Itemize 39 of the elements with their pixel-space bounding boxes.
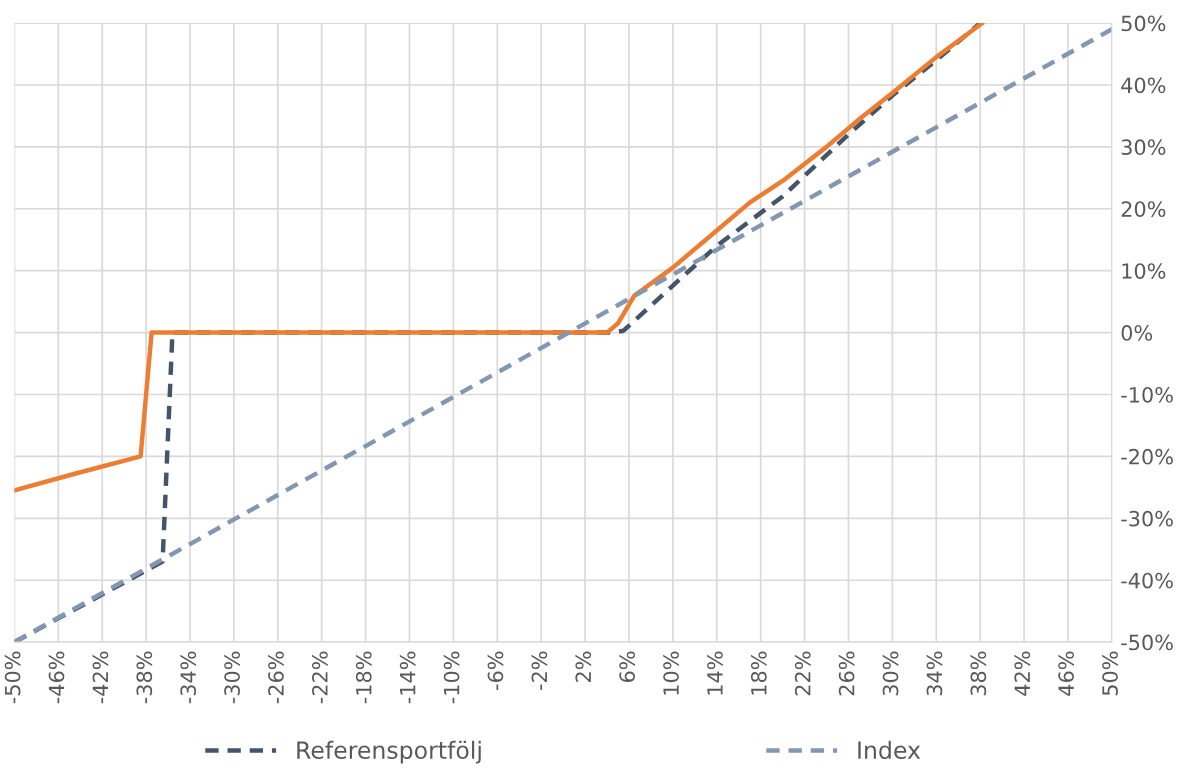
y-tick-label: 10%: [1122, 263, 1166, 279]
x-tick-label: -18%: [355, 651, 372, 704]
y-tick-label: 20%: [1121, 201, 1166, 217]
x-tick-label: -6%: [487, 651, 504, 690]
x-tick-label: 30%: [882, 651, 899, 696]
x-tick-label: -50%: [4, 651, 21, 704]
y-tick-label: -20%: [1121, 448, 1173, 465]
x-tick-label: -22%: [311, 651, 328, 704]
y-tick-label: 40%: [1121, 77, 1166, 94]
x-tick-label: 10%: [663, 651, 679, 695]
x-tick-label: 42%: [1014, 651, 1031, 696]
x-tick-label: 26%: [838, 651, 855, 696]
x-tick-label: -34%: [180, 651, 197, 704]
y-tick-label: -50%: [1121, 634, 1173, 651]
x-tick-label: -38%: [136, 651, 153, 704]
x-tick-label: -2%: [531, 651, 548, 690]
x-tick-label: 38%: [970, 651, 987, 696]
x-tick-label: -26%: [268, 651, 284, 704]
x-tick-label: 14%: [707, 651, 723, 695]
x-tick-label: -10%: [443, 651, 460, 704]
x-tick-label: 6%: [619, 651, 636, 683]
y-tick-label: 50%: [1121, 15, 1166, 32]
x-tick-label: -46%: [48, 651, 65, 704]
line-series: [14, 23, 985, 493]
legend-label: Referensportfölj: [297, 740, 481, 764]
legend-label: Index: [858, 740, 921, 760]
x-tick-label: 18%: [750, 651, 767, 695]
x-tick-label: 2%: [575, 651, 592, 682]
y-tick-label: -10%: [1121, 386, 1173, 403]
x-tick-label: 34%: [926, 651, 943, 696]
x-tick-label: 46%: [1058, 651, 1074, 696]
x-tick-label: -30%: [224, 651, 240, 704]
y-tick-label: 0%: [1121, 325, 1153, 341]
x-tick-label: -14%: [399, 651, 416, 704]
y-tick-label: -40%: [1121, 572, 1173, 589]
y-tick-label: 30%: [1121, 139, 1166, 156]
y-tick-label: -30%: [1121, 510, 1173, 527]
x-tick-label: 22%: [794, 651, 811, 696]
x-tick-label: -42%: [92, 651, 109, 704]
